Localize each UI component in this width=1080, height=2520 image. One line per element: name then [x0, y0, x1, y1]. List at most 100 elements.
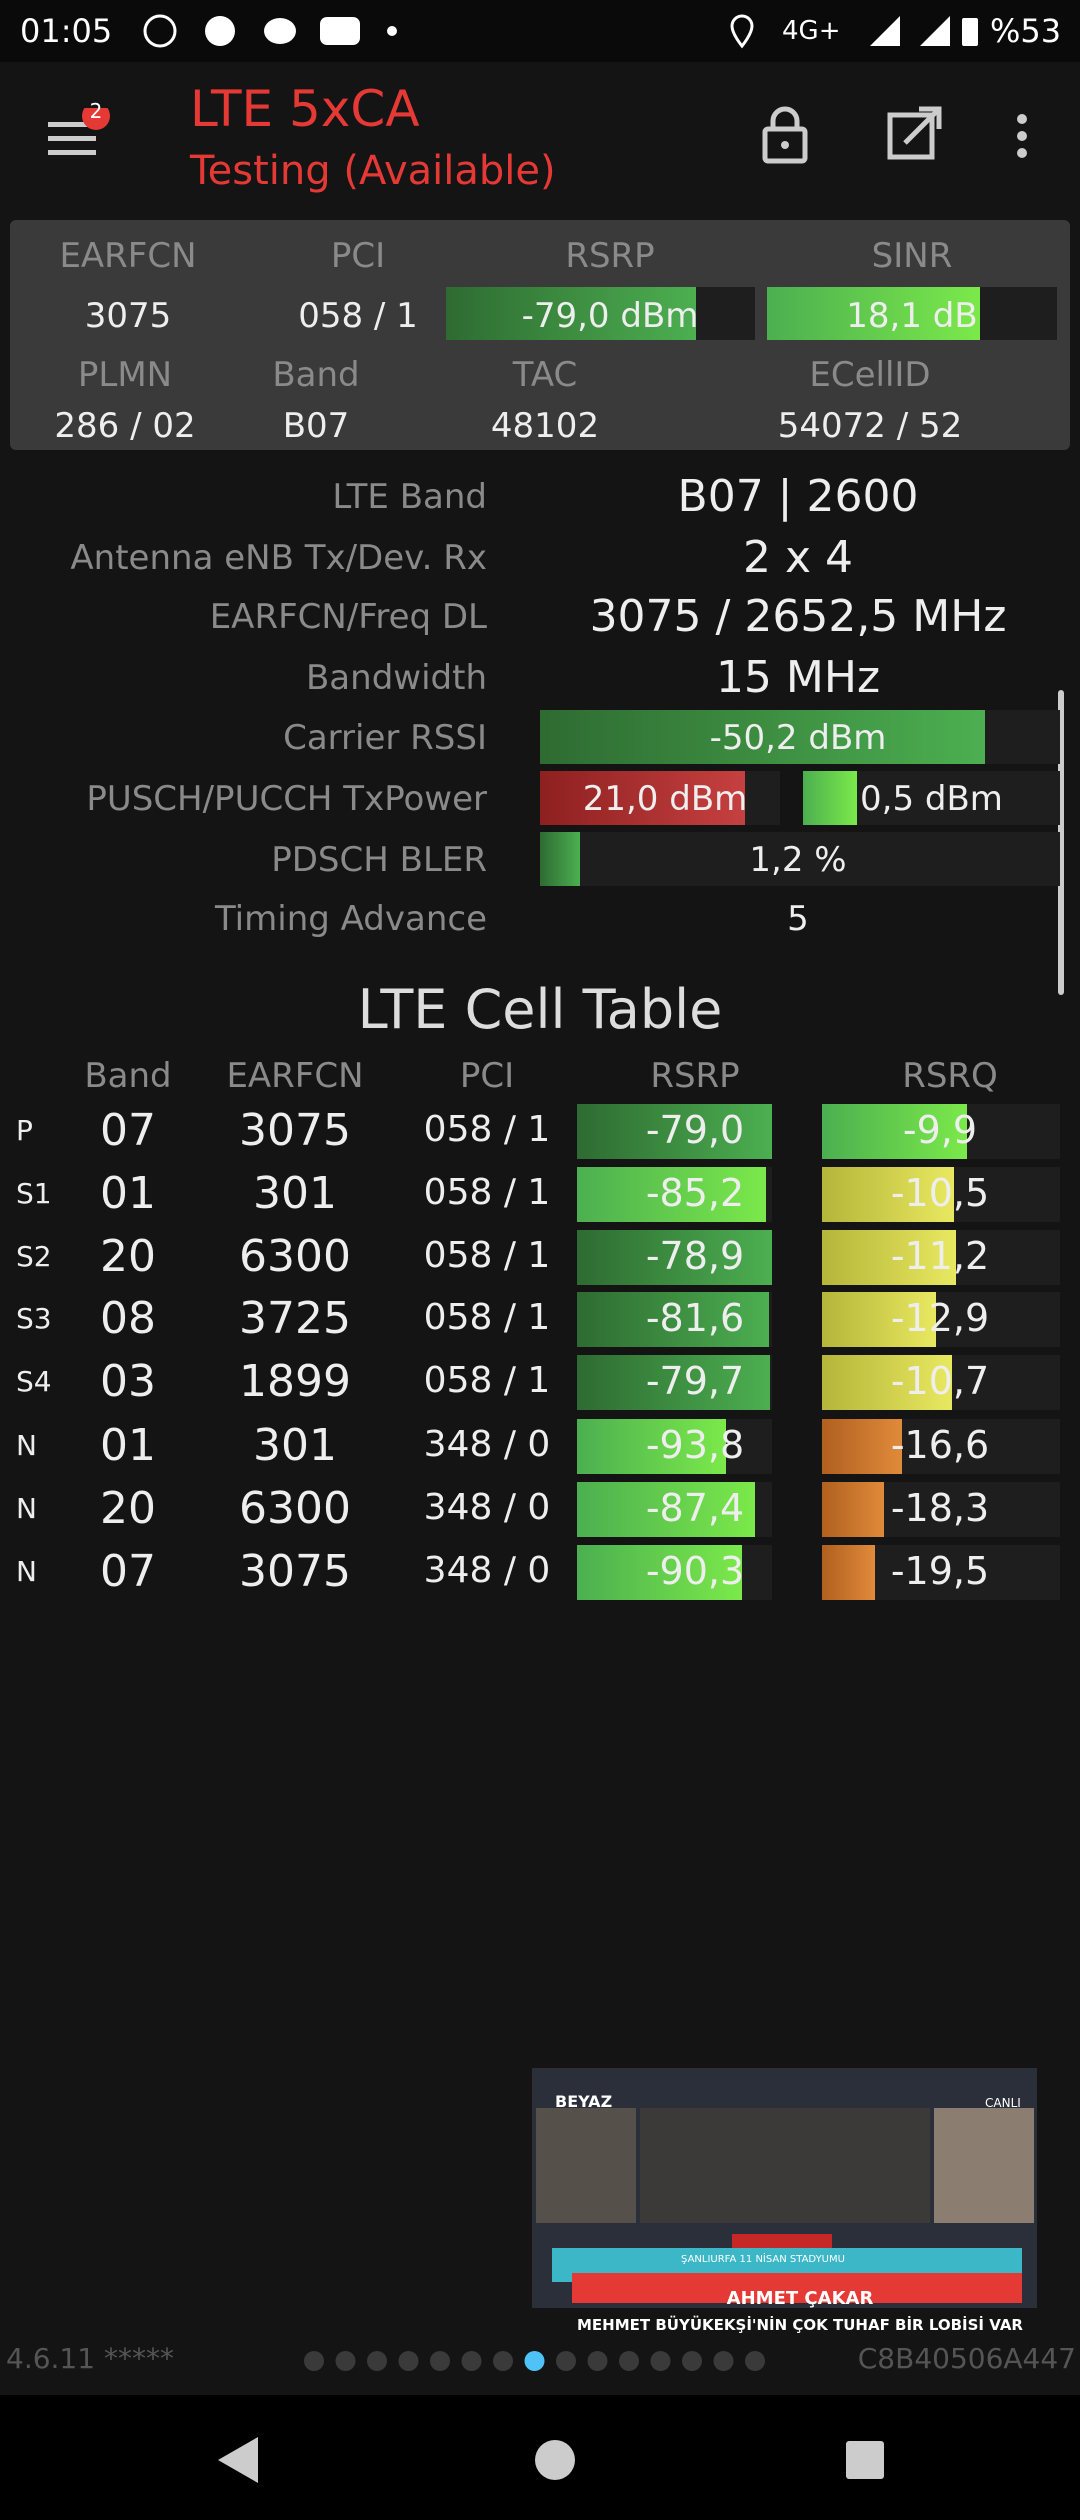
rsrp-bar: [577, 1545, 772, 1600]
cell-earfcn: 301: [253, 1167, 337, 1219]
toolbar-icons[interactable]: [755, 105, 1055, 165]
detail-value: 3075 / 2652,5 MHz: [589, 590, 1007, 642]
cell-pci: 348 / 0: [423, 1550, 551, 1592]
cell-band: 20: [100, 1482, 156, 1534]
cell-pci: 058 / 1: [423, 1235, 551, 1277]
page-dot: [304, 2351, 324, 2371]
detail-label: PDSCH BLER: [271, 839, 487, 880]
rsrq-bar-fill: [822, 1292, 936, 1347]
cell-type: S2: [16, 1240, 52, 1274]
device-id: C8B40506A447: [857, 2342, 1076, 2375]
status-battery: %53: [990, 12, 1062, 50]
ad-caption: ŞANLIURFA 11 NİSAN STADYUMU: [681, 2254, 845, 2265]
summary-value: 18,1 dB: [846, 295, 978, 336]
ad-brand: BEYAZ: [555, 2092, 613, 2111]
ad-live: CANLI: [985, 2096, 1021, 2110]
cell-pci: 348 / 0: [423, 1424, 551, 1466]
rsrp-bar-fill: [577, 1482, 755, 1537]
detail-label: PUSCH/PUCCH TxPower: [86, 778, 487, 819]
summary-value: -79,0 dBm: [521, 295, 699, 336]
menu-badge: 2: [89, 99, 103, 123]
page-dot: [619, 2351, 639, 2371]
cell-rsrp: -79,0: [645, 1108, 745, 1153]
status-network: 4G+: [782, 16, 841, 46]
page-dot: [493, 2351, 513, 2371]
page-dot: [524, 2351, 545, 2371]
cell-pci: 058 / 1: [423, 1297, 551, 1339]
table-title: LTE Cell Table: [357, 977, 723, 1041]
cell-band: 08: [100, 1292, 156, 1344]
pucch-bar: [803, 771, 1060, 825]
summary-header: ECellID: [809, 354, 931, 395]
cell-band: 01: [100, 1167, 156, 1219]
cell-rsrq: -19,5: [890, 1549, 990, 1594]
table-header: RSRQ: [902, 1055, 998, 1096]
rsrq-bar: [822, 1482, 1060, 1537]
cell-band: 07: [100, 1104, 156, 1156]
cell-pci: 058 / 1: [423, 1109, 551, 1151]
page-dot: [713, 2351, 734, 2371]
cell-rsrq: -12,9: [890, 1296, 990, 1341]
rsrq-bar: [822, 1292, 1060, 1347]
detail-label: Timing Advance: [214, 898, 487, 939]
summary-value: 286 / 02: [54, 405, 196, 446]
status-right-icons: [730, 14, 978, 49]
summary-header: PCI: [330, 235, 386, 276]
summary-value: 058 / 1: [298, 295, 418, 336]
cell-band: 01: [100, 1419, 156, 1471]
detail-value: 0,5 dBm: [860, 778, 1003, 819]
rsrp-bar: [577, 1292, 772, 1347]
cell-rsrp: -85,2: [645, 1171, 745, 1216]
detail-value: -50,2 dBm: [709, 717, 887, 758]
rsrp-bar-fill: [577, 1104, 772, 1159]
rssi-bar-fill: [540, 710, 985, 764]
app-title: LTE 5xCA: [190, 80, 420, 138]
rsrp-bar: [577, 1230, 772, 1285]
page-dot: [430, 2351, 450, 2371]
cell-rsrq: -10,5: [890, 1171, 990, 1216]
rsrq-bar-fill: [822, 1419, 902, 1474]
cell-earfcn: 3075: [239, 1545, 351, 1597]
rsrp-bar-fill: [577, 1167, 766, 1222]
detail-value: 15 MHz: [715, 651, 881, 703]
bler-bar: [540, 832, 1060, 886]
menu-button[interactable]: [44, 108, 114, 163]
status-time: 01:05: [20, 12, 113, 50]
rsrp-bar: [577, 1355, 772, 1410]
cell-earfcn: 6300: [239, 1230, 351, 1282]
cell-rsrp: -93,8: [645, 1423, 745, 1468]
cell-earfcn: 3075: [239, 1104, 351, 1156]
summary-header: PLMN: [77, 354, 173, 395]
cell-rsrq: -16,6: [890, 1423, 990, 1468]
detail-label: EARFCN/Freq DL: [209, 596, 487, 637]
video-ad-graphics: [536, 2108, 1034, 2303]
summary-value: 54072 / 52: [777, 405, 963, 446]
table-header: RSRP: [650, 1055, 740, 1096]
detail-value: 2 x 4: [743, 531, 853, 583]
rssi-bar: [540, 710, 1060, 764]
rsrq-bar: [822, 1419, 1060, 1474]
cell-rsrq: -10,7: [890, 1359, 990, 1404]
rsrp-bar-fill: [577, 1355, 770, 1410]
rsrq-bar-fill: [822, 1482, 884, 1537]
cell-rsrq: -11,2: [890, 1234, 990, 1279]
nav-buttons[interactable]: [0, 2420, 1080, 2500]
page-dot: [367, 2351, 387, 2371]
cell-type: N: [16, 1555, 37, 1589]
detail-value: 21,0 dBm: [582, 778, 748, 819]
rsrp-bar-fill: [577, 1419, 726, 1474]
scrollbar: [1058, 690, 1064, 995]
cell-type: S4: [16, 1365, 52, 1399]
cell-rsrp: -78,9: [645, 1234, 745, 1279]
detail-label: Carrier RSSI: [283, 717, 487, 758]
rsrq-bar-fill: [822, 1230, 956, 1285]
rsrq-bar-fill: [822, 1545, 875, 1600]
rsrq-bar: [822, 1545, 1060, 1600]
page-dot: [335, 2351, 356, 2371]
bler-bar-fill: [540, 832, 580, 886]
cell-earfcn: 1899: [239, 1355, 351, 1407]
page-dot: [650, 2351, 671, 2371]
cell-rsrp: -79,7: [645, 1359, 745, 1404]
table-header: PCI: [459, 1055, 515, 1096]
cell-type: P: [16, 1114, 33, 1148]
